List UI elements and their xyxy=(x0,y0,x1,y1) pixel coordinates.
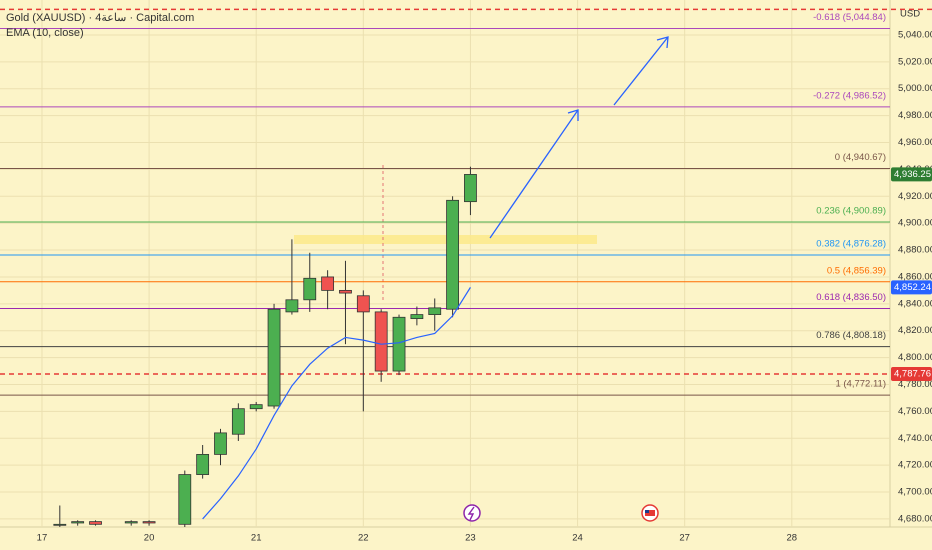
fib-label: 0.236 (4,900.89) xyxy=(816,205,886,216)
ema-line xyxy=(202,287,471,520)
fib-label: 0.618 (4,836.50) xyxy=(816,292,886,303)
candle-body xyxy=(392,316,406,372)
x-tick-label: 20 xyxy=(144,533,155,544)
arrow-segment xyxy=(613,36,669,106)
price-label: 4,936.25 xyxy=(894,169,931,180)
price-label-box xyxy=(891,280,932,295)
zone-highlight xyxy=(294,235,597,244)
candle-body xyxy=(196,454,210,475)
axis: 4,680.00 4,700.00 4,720.00 4,740.00 4,760.00… xyxy=(37,29,932,544)
candle-body xyxy=(231,408,245,435)
candle-body xyxy=(89,521,102,525)
y-tick-label: 4,980.00 xyxy=(898,110,932,121)
plot xyxy=(53,166,477,527)
y-tick-label: 4,900.00 xyxy=(898,218,932,229)
price-label-box xyxy=(891,167,932,182)
y-tick-label: 4,680.00 xyxy=(898,513,932,524)
y-tick-label: 4,840.00 xyxy=(898,298,932,309)
candle-body xyxy=(267,308,281,407)
candle-body xyxy=(285,299,299,313)
y-tick-label: 5,040.00 xyxy=(898,29,932,40)
y-tick-label: 4,700.00 xyxy=(898,487,932,498)
y-tick-label: 4,780.00 xyxy=(898,379,932,390)
price-label: 4,787.76 xyxy=(894,369,931,380)
fib-label: 0.786 (4,808.18) xyxy=(816,330,886,341)
arrow-segment xyxy=(489,109,579,239)
grid xyxy=(0,0,890,527)
y-tick-label: 4,880.00 xyxy=(898,245,932,256)
x-tick-label: 24 xyxy=(572,533,583,544)
event-icon[interactable] xyxy=(463,504,481,522)
x-tick-label: 21 xyxy=(251,533,262,544)
y-tick-label: 4,760.00 xyxy=(898,406,932,417)
candle-body xyxy=(356,295,370,313)
candle-body xyxy=(374,311,388,372)
levels: -0.618 (5,044.84) -0.272 (4,986.52) 0 (4,9… xyxy=(0,8,932,396)
fib-label: 0 (4,940.67) xyxy=(835,152,886,163)
candle-body xyxy=(71,521,85,524)
event-icon[interactable] xyxy=(641,504,659,522)
candle-body xyxy=(339,289,352,294)
fib-label: -0.272 (4,986.52) xyxy=(813,90,886,101)
candle-body xyxy=(214,432,227,455)
arrow-head xyxy=(656,36,669,49)
y-tick-label: 4,720.00 xyxy=(898,460,932,471)
chart-title: Gold (XAUUSD) · 4ساعة · Capital.com xyxy=(6,12,194,24)
indicator-label: EMA (10, close) xyxy=(6,27,84,39)
fib-label: 0.382 (4,876.28) xyxy=(816,239,886,250)
candle-body xyxy=(124,521,138,524)
fib-label: -0.618 (5,044.84) xyxy=(813,12,886,23)
x-tick-label: 27 xyxy=(679,533,690,544)
x-tick-label: 22 xyxy=(358,533,369,544)
candle-body xyxy=(321,276,335,291)
y-tick-label: 4,740.00 xyxy=(898,433,932,444)
x-tick-label: 28 xyxy=(787,533,798,544)
candle-body xyxy=(142,521,156,524)
projection-arrow xyxy=(489,36,669,239)
candle-body xyxy=(303,277,317,301)
price-label: 4,852.24 xyxy=(894,282,931,293)
candle-body xyxy=(249,404,263,410)
y-tick-label: 4,820.00 xyxy=(898,325,932,336)
fib-label: 1 (4,772.11) xyxy=(835,379,886,390)
candle-body xyxy=(410,314,424,320)
y-tick-label: 4,960.00 xyxy=(898,137,932,148)
currency-label: USD xyxy=(900,9,920,20)
y-tick-label: 5,020.00 xyxy=(898,56,932,67)
candle-body xyxy=(428,307,442,315)
x-tick-label: 17 xyxy=(37,533,48,544)
y-tick-label: 4,860.00 xyxy=(898,271,932,282)
candle-body xyxy=(446,199,459,310)
price-label-box xyxy=(891,367,932,382)
y-tick-label: 4,800.00 xyxy=(898,352,932,363)
candle-body xyxy=(53,523,67,526)
fib-label: 0.5 (4,856.39) xyxy=(827,265,886,276)
candle-body xyxy=(464,174,477,203)
y-tick-label: 4,920.00 xyxy=(898,191,932,202)
y-tick-label: 5,000.00 xyxy=(898,83,932,94)
arrow-head xyxy=(567,109,579,121)
candle-body xyxy=(178,474,192,525)
x-tick-label: 23 xyxy=(465,533,476,544)
